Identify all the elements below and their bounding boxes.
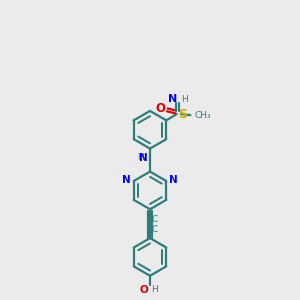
Text: N: N (167, 94, 177, 104)
Text: O: O (140, 285, 148, 295)
Text: N: N (169, 175, 178, 185)
Text: C: C (152, 225, 158, 234)
Text: C: C (152, 215, 158, 224)
Text: H: H (151, 285, 158, 294)
Text: N: N (122, 175, 131, 185)
Text: N: N (139, 153, 148, 163)
Text: H: H (181, 95, 188, 104)
Text: O: O (155, 102, 165, 115)
Text: S: S (178, 108, 187, 121)
Text: H: H (137, 153, 144, 162)
Text: CH₃: CH₃ (194, 111, 211, 120)
